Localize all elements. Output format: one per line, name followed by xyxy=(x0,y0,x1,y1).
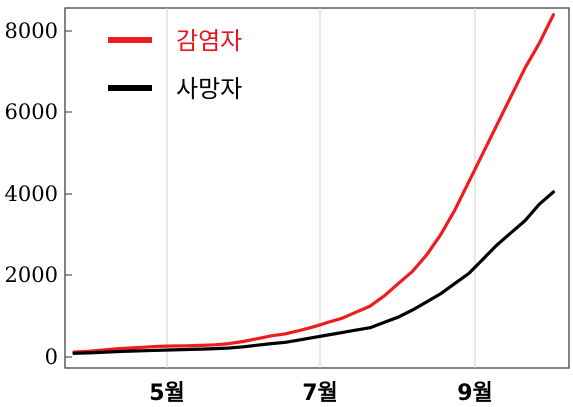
y-ticks: 0 2000 4000 6000 8000 xyxy=(5,19,72,369)
legend-label-infected: 감염자 xyxy=(176,27,242,55)
x-tick-label: 9월 xyxy=(457,381,493,406)
legend-label-deaths: 사망자 xyxy=(176,75,242,103)
y-tick-label: 6000 xyxy=(5,100,58,124)
x-ticks: 5월 7월 9월 xyxy=(149,381,493,406)
y-tick-label: 0 xyxy=(45,345,58,369)
series-line-deaths xyxy=(72,190,556,355)
legend: 감염자 사망자 xyxy=(108,27,242,103)
plot-frame xyxy=(64,7,570,369)
series-layer xyxy=(72,13,556,355)
series-line-infected xyxy=(72,13,556,354)
y-tick-label: 4000 xyxy=(5,182,58,206)
x-tick-label: 7월 xyxy=(302,381,338,406)
y-tick-label: 8000 xyxy=(5,19,58,43)
x-tick-label: 5월 xyxy=(149,381,185,406)
y-tick-label: 2000 xyxy=(5,263,58,287)
